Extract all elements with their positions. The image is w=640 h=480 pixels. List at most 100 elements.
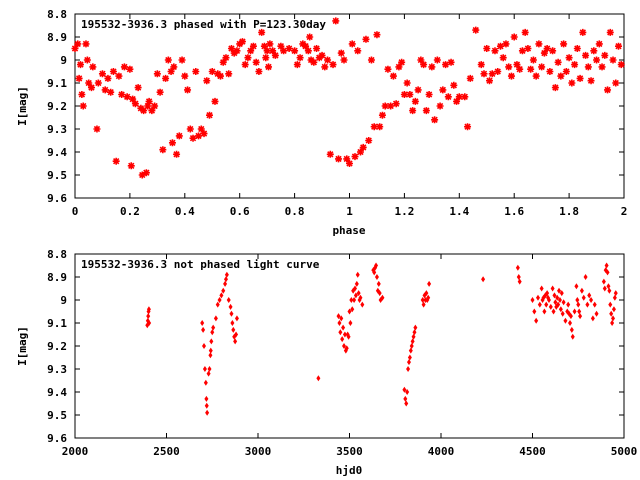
y-tick-label: 9.3 bbox=[47, 123, 67, 136]
x-tick-label: 5000 bbox=[611, 445, 638, 458]
data-point bbox=[569, 326, 574, 333]
data-point bbox=[296, 54, 304, 62]
data-point bbox=[610, 320, 615, 326]
data-point bbox=[561, 299, 566, 306]
data-point bbox=[413, 324, 418, 331]
data-point bbox=[542, 308, 547, 315]
data-point bbox=[175, 132, 183, 140]
data-point bbox=[582, 51, 590, 59]
data-point bbox=[553, 299, 558, 306]
data-point bbox=[409, 343, 414, 349]
data-point bbox=[313, 45, 321, 52]
data-point bbox=[87, 84, 95, 92]
data-point bbox=[107, 88, 115, 96]
data-point bbox=[372, 269, 377, 276]
data-point bbox=[223, 280, 228, 287]
data-point bbox=[374, 262, 379, 269]
data-point bbox=[358, 294, 363, 301]
data-point bbox=[410, 338, 415, 345]
data-point bbox=[200, 320, 205, 326]
data-point bbox=[210, 329, 215, 336]
data-point bbox=[329, 61, 337, 69]
data-point bbox=[444, 93, 452, 101]
data-point bbox=[118, 91, 126, 98]
data-point bbox=[340, 336, 345, 343]
data-point bbox=[505, 63, 513, 71]
data-point bbox=[277, 42, 285, 50]
data-point bbox=[535, 294, 540, 301]
data-point bbox=[491, 47, 499, 55]
data-point bbox=[153, 70, 161, 78]
data-point bbox=[560, 310, 565, 317]
data-point bbox=[568, 320, 573, 326]
data-point bbox=[557, 297, 562, 303]
data-point bbox=[571, 61, 579, 69]
data-point bbox=[142, 169, 150, 177]
data-point bbox=[494, 68, 502, 75]
data-point bbox=[280, 47, 288, 55]
x-tick-label: 0.8 bbox=[285, 205, 305, 218]
y-tick-label: 9.1 bbox=[47, 317, 67, 330]
data-point bbox=[271, 51, 279, 59]
data-point bbox=[338, 329, 343, 336]
data-point bbox=[589, 297, 594, 303]
data-point bbox=[609, 56, 617, 64]
data-point bbox=[395, 63, 403, 71]
data-point bbox=[109, 68, 117, 75]
data-point bbox=[548, 303, 553, 310]
x-axis-label: hjd0 bbox=[336, 464, 363, 477]
data-point bbox=[559, 290, 564, 297]
data-point bbox=[101, 86, 109, 94]
data-point bbox=[241, 61, 249, 69]
data-point bbox=[546, 68, 554, 75]
data-point bbox=[244, 54, 252, 62]
data-point bbox=[488, 70, 496, 78]
data-point bbox=[535, 40, 543, 48]
y-tick-label: 8.8 bbox=[47, 8, 67, 21]
data-point bbox=[466, 74, 474, 82]
data-point bbox=[230, 320, 235, 326]
data-point bbox=[420, 297, 425, 303]
data-point bbox=[344, 345, 349, 352]
data-point bbox=[115, 72, 123, 80]
data-point bbox=[206, 370, 211, 377]
data-point bbox=[359, 143, 367, 151]
data-point bbox=[258, 28, 266, 36]
data-point bbox=[427, 280, 432, 287]
data-point bbox=[578, 313, 583, 320]
data-point bbox=[200, 130, 208, 138]
data-point bbox=[577, 308, 582, 315]
data-point bbox=[211, 324, 216, 331]
data-point bbox=[168, 139, 176, 147]
data-point bbox=[602, 285, 607, 292]
data-point bbox=[403, 79, 411, 87]
data-point bbox=[219, 292, 224, 299]
data-point bbox=[181, 72, 189, 80]
data-point bbox=[365, 137, 373, 144]
data-point bbox=[408, 347, 413, 354]
data-point bbox=[549, 47, 557, 55]
data-point bbox=[606, 28, 614, 36]
y-tick-label: 9.6 bbox=[47, 192, 67, 205]
data-point bbox=[71, 45, 79, 52]
x-tick-label: 1.6 bbox=[504, 205, 524, 218]
x-tick-label: 3000 bbox=[245, 445, 272, 458]
data-point bbox=[162, 74, 170, 82]
data-point bbox=[192, 68, 200, 75]
data-point bbox=[576, 301, 581, 308]
data-point bbox=[585, 301, 590, 308]
data-point bbox=[74, 40, 82, 48]
data-point bbox=[367, 56, 375, 64]
data-point bbox=[356, 148, 364, 156]
data-point bbox=[554, 58, 562, 66]
x-tick-label: 2500 bbox=[153, 445, 180, 458]
data-point bbox=[324, 56, 332, 64]
data-point bbox=[617, 61, 625, 69]
data-point bbox=[306, 33, 314, 41]
data-point bbox=[480, 70, 488, 78]
data-point bbox=[453, 97, 461, 105]
y-tick-label: 9.2 bbox=[47, 100, 67, 113]
data-point bbox=[340, 56, 348, 64]
data-point bbox=[217, 297, 222, 303]
